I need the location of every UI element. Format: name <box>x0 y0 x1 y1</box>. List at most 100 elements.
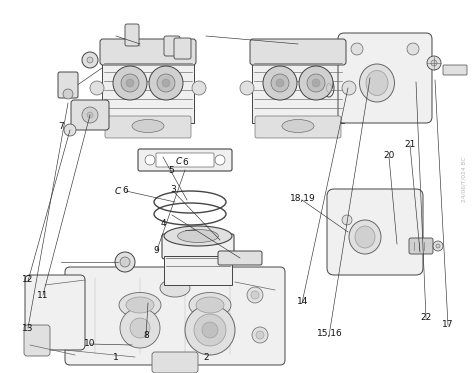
Circle shape <box>240 81 254 95</box>
Circle shape <box>157 74 175 92</box>
Ellipse shape <box>178 229 219 242</box>
Text: 7: 7 <box>58 122 64 131</box>
Circle shape <box>247 287 263 303</box>
Text: 13: 13 <box>22 324 33 333</box>
Ellipse shape <box>164 226 232 246</box>
Ellipse shape <box>359 64 394 102</box>
Circle shape <box>299 66 333 100</box>
Circle shape <box>407 43 419 55</box>
FancyBboxPatch shape <box>138 149 232 171</box>
Circle shape <box>436 244 440 248</box>
Text: 17: 17 <box>442 320 454 329</box>
FancyBboxPatch shape <box>255 116 341 138</box>
Circle shape <box>87 57 93 63</box>
Circle shape <box>113 66 147 100</box>
FancyBboxPatch shape <box>24 325 50 356</box>
Circle shape <box>215 155 225 165</box>
Text: 18,19: 18,19 <box>290 194 315 203</box>
Ellipse shape <box>196 297 224 313</box>
FancyBboxPatch shape <box>327 189 423 275</box>
Text: 11: 11 <box>37 291 48 300</box>
Circle shape <box>121 74 139 92</box>
Ellipse shape <box>355 226 375 248</box>
Circle shape <box>82 107 98 123</box>
FancyBboxPatch shape <box>443 65 467 75</box>
Circle shape <box>120 257 130 267</box>
Circle shape <box>145 155 155 165</box>
Text: 3: 3 <box>170 185 176 194</box>
Circle shape <box>162 79 170 87</box>
Circle shape <box>276 79 284 87</box>
Circle shape <box>252 327 268 343</box>
FancyBboxPatch shape <box>105 116 191 138</box>
Circle shape <box>63 89 73 99</box>
Text: 14: 14 <box>297 297 308 306</box>
Text: 20: 20 <box>383 151 394 160</box>
Text: 22: 22 <box>420 313 431 322</box>
Ellipse shape <box>132 119 164 132</box>
Circle shape <box>342 81 356 95</box>
Circle shape <box>427 56 441 70</box>
FancyBboxPatch shape <box>250 39 346 65</box>
Text: 5: 5 <box>169 166 174 175</box>
Circle shape <box>130 318 150 338</box>
FancyBboxPatch shape <box>164 256 232 285</box>
FancyBboxPatch shape <box>152 352 198 373</box>
Circle shape <box>271 74 289 92</box>
FancyBboxPatch shape <box>156 153 214 167</box>
Text: 1: 1 <box>113 353 119 362</box>
Text: 6: 6 <box>182 158 188 167</box>
Text: C: C <box>176 157 182 166</box>
FancyBboxPatch shape <box>58 72 78 98</box>
Circle shape <box>194 314 226 346</box>
FancyBboxPatch shape <box>100 39 196 65</box>
FancyBboxPatch shape <box>252 58 344 123</box>
Text: C: C <box>114 187 121 196</box>
Circle shape <box>263 66 297 100</box>
Text: 8: 8 <box>143 331 149 340</box>
Circle shape <box>120 308 160 348</box>
Text: 15,16: 15,16 <box>317 329 342 338</box>
Ellipse shape <box>126 297 154 313</box>
FancyBboxPatch shape <box>338 33 432 123</box>
Ellipse shape <box>349 220 381 254</box>
Circle shape <box>351 43 363 55</box>
Circle shape <box>64 124 76 136</box>
Ellipse shape <box>119 292 161 317</box>
Text: 21: 21 <box>404 140 416 149</box>
Text: 9: 9 <box>154 246 159 255</box>
Circle shape <box>115 252 135 272</box>
Circle shape <box>312 79 320 87</box>
Circle shape <box>433 241 443 251</box>
Circle shape <box>149 66 183 100</box>
Ellipse shape <box>366 70 388 95</box>
Circle shape <box>202 322 218 338</box>
FancyBboxPatch shape <box>409 238 433 254</box>
Circle shape <box>342 215 352 225</box>
FancyBboxPatch shape <box>125 24 139 46</box>
Circle shape <box>192 81 206 95</box>
FancyBboxPatch shape <box>65 267 285 365</box>
Ellipse shape <box>189 292 231 317</box>
Text: 10: 10 <box>84 339 96 348</box>
Text: 24/06/T/024 BC: 24/06/T/024 BC <box>461 156 466 202</box>
Ellipse shape <box>160 279 190 297</box>
Circle shape <box>251 291 259 299</box>
FancyBboxPatch shape <box>71 100 109 130</box>
FancyBboxPatch shape <box>25 275 85 350</box>
FancyBboxPatch shape <box>174 38 191 59</box>
Circle shape <box>256 331 264 339</box>
FancyBboxPatch shape <box>164 36 180 56</box>
Text: 4: 4 <box>161 219 166 228</box>
Circle shape <box>90 81 104 95</box>
Circle shape <box>126 79 134 87</box>
Circle shape <box>431 60 437 66</box>
Text: 2: 2 <box>203 353 209 362</box>
Ellipse shape <box>282 119 314 132</box>
FancyBboxPatch shape <box>102 58 194 123</box>
FancyBboxPatch shape <box>162 234 234 259</box>
FancyBboxPatch shape <box>218 251 262 265</box>
Circle shape <box>87 112 93 118</box>
Text: 12: 12 <box>22 275 33 283</box>
Text: 6: 6 <box>123 186 128 195</box>
